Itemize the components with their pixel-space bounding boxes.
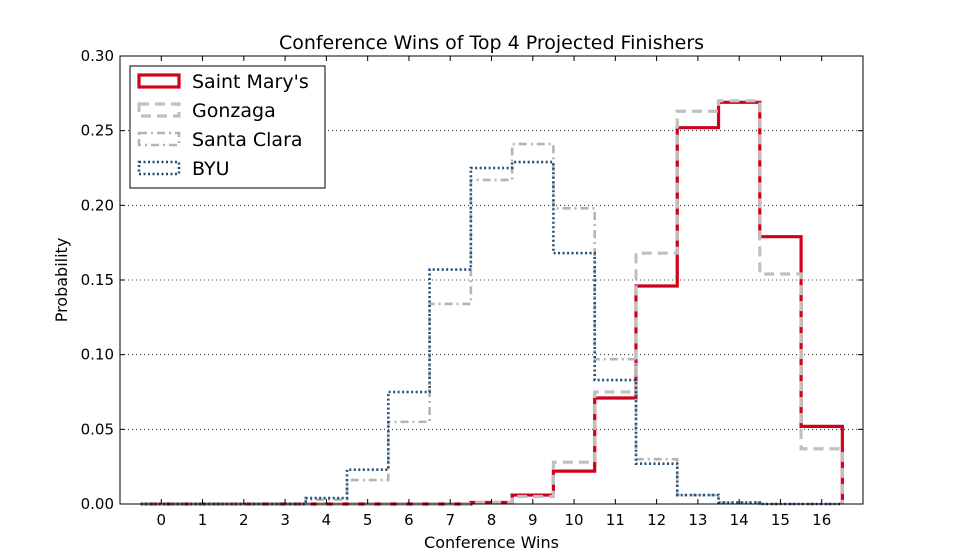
y-tick-label: 0.10 xyxy=(81,346,114,364)
x-tick-label: 3 xyxy=(280,511,290,529)
x-tick-label: 12 xyxy=(647,511,666,529)
x-tick-label: 10 xyxy=(565,511,584,529)
series-line-santa-clara xyxy=(140,142,843,506)
y-tick-label: 0.20 xyxy=(81,196,114,214)
y-tick-label: 0.15 xyxy=(81,271,114,289)
legend-label-santa-clara: Santa Clara xyxy=(192,129,303,151)
x-tick-label: 14 xyxy=(730,511,749,529)
x-tick-label: 15 xyxy=(771,511,790,529)
legend-label-saint-mary-s: Saint Mary's xyxy=(192,71,309,93)
legend-swatch-saint-mary-s xyxy=(137,73,181,89)
x-tick-label: 16 xyxy=(812,511,831,529)
legend-label-gonzaga: Gonzaga xyxy=(192,100,276,122)
x-tick-label: 11 xyxy=(606,511,625,529)
y-tick-label: 0.30 xyxy=(81,47,114,65)
x-tick-label: 8 xyxy=(487,511,497,529)
x-tick-label: 2 xyxy=(239,511,249,529)
x-tick-label: 13 xyxy=(688,511,707,529)
x-tick-label: 7 xyxy=(445,511,455,529)
x-tick-label: 5 xyxy=(363,511,373,529)
legend: Saint Mary's Gonzaga Santa Clara BYU xyxy=(129,65,326,189)
legend-swatch-byu xyxy=(137,160,181,176)
legend-swatch-gonzaga xyxy=(137,102,181,118)
y-tick-label: 0.05 xyxy=(81,420,114,438)
x-tick-label: 1 xyxy=(198,511,208,529)
legend-label-byu: BYU xyxy=(192,158,230,180)
y-tick-label: 0.00 xyxy=(81,495,114,513)
axis-ticks: 0.000.050.100.150.200.250.300 1 2 3 4 5 6 7 8 9 10… xyxy=(81,47,863,529)
x-axis-title: Conference Wins xyxy=(424,533,559,552)
y-axis-title: Probability xyxy=(52,238,71,323)
x-tick-label: 0 xyxy=(157,511,167,529)
chart-title: Conference Wins of Top 4 Projected Finis… xyxy=(279,32,704,54)
x-tick-label: 9 xyxy=(528,511,538,529)
x-tick-label: 6 xyxy=(404,511,414,529)
series-line-byu xyxy=(140,160,843,506)
y-tick-label: 0.25 xyxy=(81,122,114,140)
legend-swatch-santa-clara xyxy=(137,131,181,147)
x-tick-label: 4 xyxy=(322,511,332,529)
